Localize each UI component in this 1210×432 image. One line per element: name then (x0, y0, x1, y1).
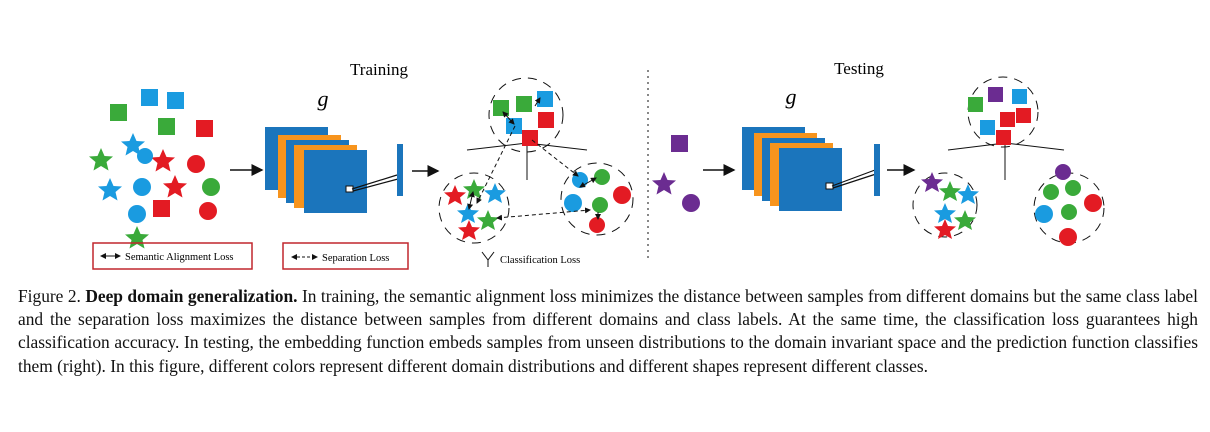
testing-input-samples (652, 135, 700, 212)
testing-embedding-space (912, 76, 1105, 246)
legend-semantic-alignment: Semantic Alignment Loss (92, 242, 253, 270)
testing-label: Testing (834, 59, 884, 78)
caption-body: In training, the semantic alignment loss… (18, 286, 1198, 376)
legend-classification-label: Classification Loss (500, 255, 580, 266)
g-symbol-testing: g (786, 84, 797, 109)
g-symbol-training: g (318, 86, 329, 111)
legend-classification: Classification Loss (481, 251, 580, 267)
domain-generalization-figure: Training Testing g g (89, 59, 1105, 270)
legend-separation: Separation Loss (282, 242, 409, 270)
legend-separation-label: Separation Loss (322, 253, 389, 264)
embedding-network-training (265, 127, 403, 213)
figure-caption: Figure 2. Deep domain generalization. In… (18, 285, 1198, 378)
training-embedding-space (438, 77, 634, 244)
caption-title: Deep domain generalization. (85, 286, 298, 306)
training-input-samples (89, 89, 220, 249)
legend-semantic-alignment-label: Semantic Alignment Loss (125, 252, 234, 263)
caption-prefix: Figure 2. (18, 286, 81, 306)
training-label: Training (350, 60, 408, 79)
embedding-network-testing (742, 127, 880, 211)
